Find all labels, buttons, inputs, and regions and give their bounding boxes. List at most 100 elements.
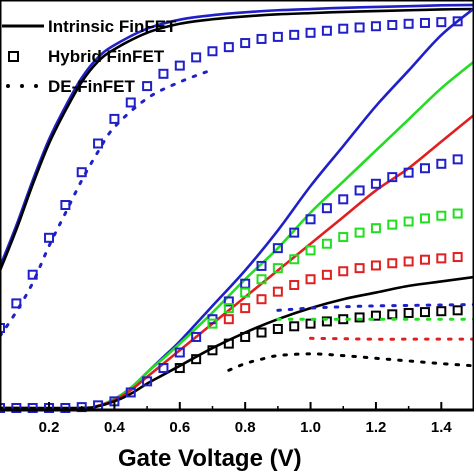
x-tick-label: 0.4	[104, 419, 126, 436]
data-point	[436, 158, 447, 169]
data-point	[436, 253, 447, 264]
data-point	[370, 21, 381, 32]
x-tick-label: 1.2	[366, 419, 387, 436]
data-point	[436, 17, 447, 28]
data-point	[452, 208, 463, 219]
series-line	[0, 113, 474, 410]
series-layer	[0, 3, 474, 413]
data-point	[11, 403, 22, 413]
series-dotted-line	[309, 336, 474, 341]
data-point	[27, 403, 38, 413]
series-7-black-solid	[0, 275, 474, 410]
data-point	[223, 296, 234, 307]
data-point	[354, 185, 365, 196]
data-point	[256, 260, 267, 271]
data-point	[125, 387, 136, 398]
data-point	[240, 38, 251, 49]
series-4-blue-solid	[0, 7, 474, 410]
data-point	[321, 203, 332, 214]
data-point	[174, 347, 185, 358]
data-point	[289, 280, 300, 291]
data-point	[419, 163, 430, 174]
data-point	[158, 68, 169, 79]
data-point	[338, 194, 349, 205]
data-point	[191, 354, 202, 365]
data-point	[174, 60, 185, 71]
data-point	[272, 286, 283, 297]
data-point	[289, 254, 300, 265]
data-point	[354, 263, 365, 274]
data-point	[158, 363, 169, 374]
data-point	[452, 154, 463, 165]
data-point	[321, 316, 332, 327]
x-axis-title: Gate Voltage (V)	[118, 445, 302, 472]
data-point	[207, 46, 218, 57]
data-point	[403, 216, 414, 227]
data-point	[142, 376, 153, 387]
series-line	[0, 7, 474, 272]
data-point	[305, 27, 316, 38]
data-point	[191, 52, 202, 63]
series-6-red-solid	[0, 113, 474, 410]
data-point	[223, 338, 234, 349]
x-tick-label: 1.4	[431, 419, 453, 436]
data-point	[223, 303, 234, 314]
data-point	[44, 232, 55, 243]
data-point	[272, 263, 283, 274]
x-tick-label: 1.0	[300, 419, 321, 436]
data-point	[207, 318, 218, 329]
data-point	[109, 113, 120, 124]
x-tick-label: 0.2	[39, 419, 60, 436]
series-12-blue-dotted	[276, 303, 474, 312]
series-2-blue-square	[0, 16, 463, 333]
series-line	[0, 60, 474, 410]
series-5-green-solid	[0, 60, 474, 410]
legend-label-intrinsic: Intrinsic FinFET	[48, 17, 177, 36]
data-point	[321, 238, 332, 249]
x-tick-label: 0.6	[169, 419, 190, 436]
data-point	[338, 266, 349, 277]
data-point	[338, 23, 349, 34]
data-point	[321, 269, 332, 280]
data-point	[419, 254, 430, 265]
data-point	[338, 232, 349, 243]
data-point	[305, 214, 316, 225]
data-point	[305, 245, 316, 256]
series-line	[0, 3, 474, 267]
data-point	[289, 29, 300, 40]
data-point	[142, 81, 153, 92]
data-point	[0, 323, 5, 333]
data-point	[403, 18, 414, 29]
data-point	[403, 256, 414, 267]
data-point	[403, 307, 414, 318]
series-11-black-square	[174, 305, 463, 374]
data-point	[452, 252, 463, 263]
plot-frame	[0, 0, 474, 412]
data-point	[272, 323, 283, 334]
series-1-black-solid	[0, 7, 474, 272]
data-point	[256, 294, 267, 305]
data-point	[223, 314, 234, 325]
data-point	[419, 213, 430, 224]
series-line	[0, 7, 474, 410]
legend-label-de: DE-FinFET	[48, 77, 135, 96]
data-point	[60, 403, 71, 413]
legend-label-hybrid: Hybrid FinFET	[48, 47, 165, 66]
data-point	[207, 345, 218, 356]
data-point	[272, 243, 283, 254]
series-8-blue-square	[0, 154, 463, 413]
x-tick-label: 0.8	[235, 419, 256, 436]
data-point	[256, 274, 267, 285]
series-15-black-dotted	[227, 352, 474, 372]
data-point	[256, 327, 267, 338]
series-dotted-line	[276, 303, 474, 312]
series-0-blue-solid	[0, 3, 474, 267]
data-point	[223, 42, 234, 53]
series-dotted-line	[0, 68, 214, 338]
series-3-blue-dotted	[0, 68, 214, 338]
data-point	[240, 303, 251, 314]
data-point	[403, 167, 414, 178]
series-line	[0, 275, 474, 410]
data-point	[354, 227, 365, 238]
